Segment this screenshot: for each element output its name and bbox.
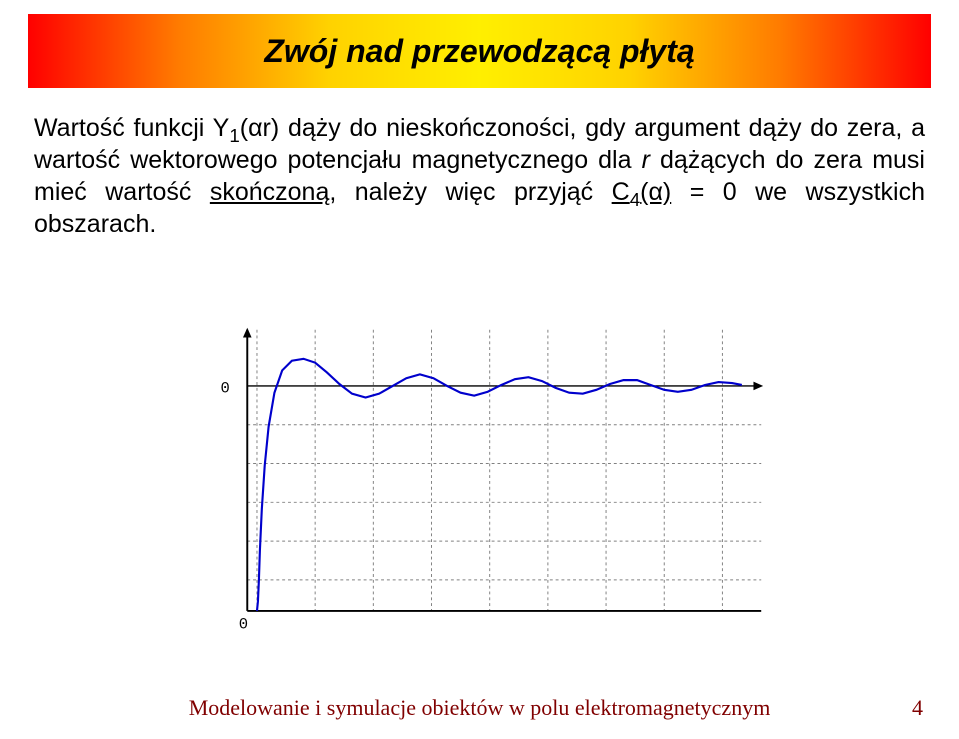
- body-segment: , należy więc przyjąć: [329, 178, 611, 206]
- underlined-C4: C4(α): [612, 178, 672, 206]
- page-number: 4: [912, 695, 923, 721]
- body-segment: (αr): [240, 114, 279, 142]
- svg-text:0: 0: [221, 380, 230, 398]
- italic-r: r: [642, 146, 650, 174]
- function-chart: 0 0: [180, 320, 780, 640]
- slide: Zwój nad przewodzącą płytą Wartość funkc…: [0, 0, 959, 739]
- body-segment: Wartość funkcji Y: [34, 114, 229, 142]
- underlined-skonczona: skończoną: [210, 178, 330, 206]
- subscript-1: 1: [229, 125, 239, 146]
- body-paragraph: Wartość funkcji Y1(αr) dąży do nieskończ…: [34, 112, 925, 240]
- slide-title: Zwój nad przewodzącą płytą: [264, 33, 694, 70]
- svg-text:0: 0: [239, 615, 248, 633]
- title-bar: Zwój nad przewodzącą płytą: [28, 14, 931, 88]
- chart-svg: 0 0: [180, 320, 780, 640]
- footer-text: Modelowanie i symulacje obiektów w polu …: [0, 695, 959, 721]
